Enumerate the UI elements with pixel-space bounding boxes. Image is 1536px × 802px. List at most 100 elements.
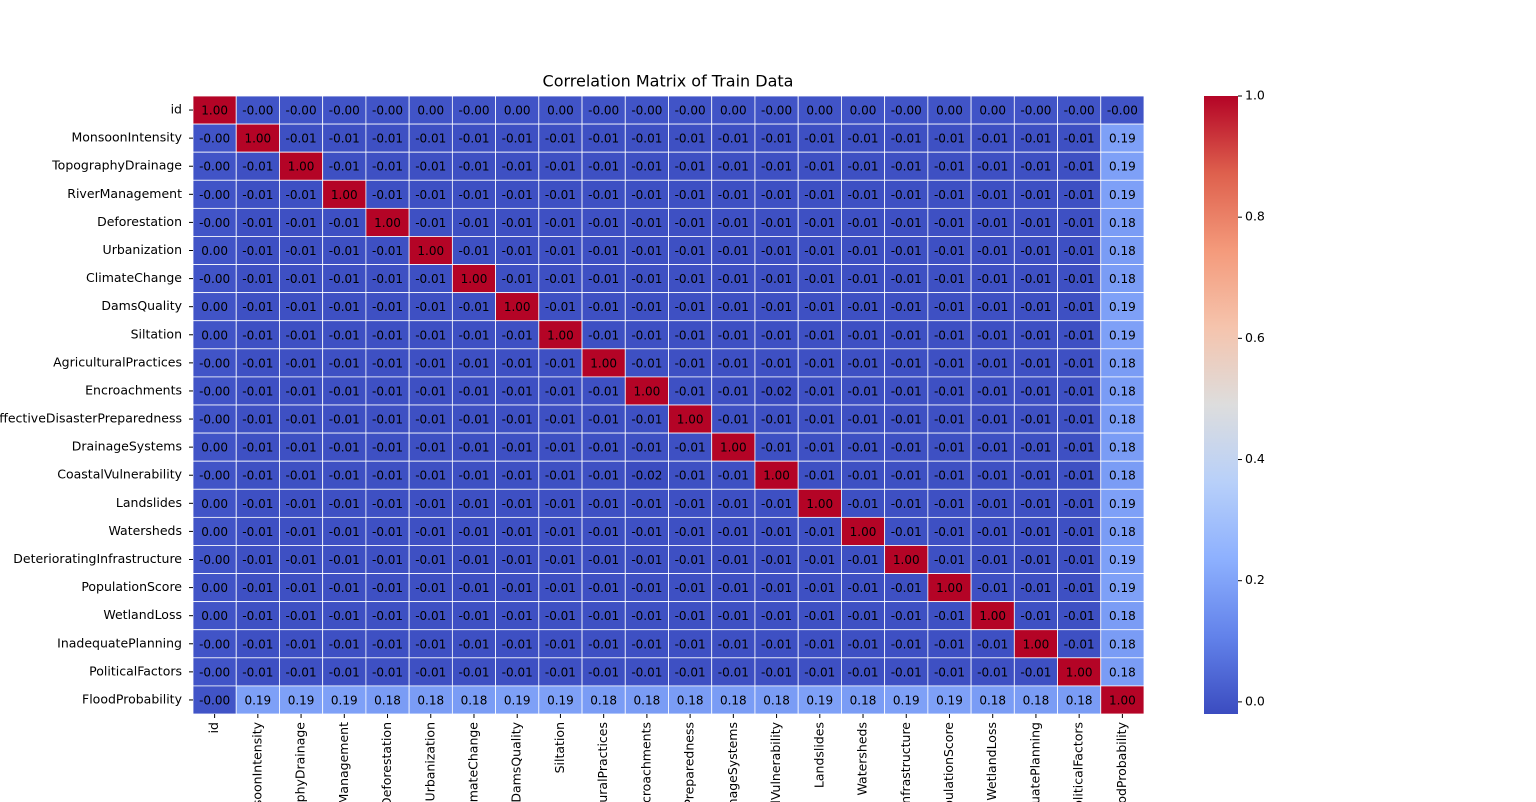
cell-label: -0.01 xyxy=(934,441,965,455)
heatmap-cell xyxy=(927,179,972,209)
colorbar-tick-label: 1.0 xyxy=(1245,88,1265,103)
cell-label: -0.01 xyxy=(329,272,360,286)
heatmap-cell xyxy=(365,432,410,462)
heatmap-cell xyxy=(192,95,237,125)
cell-label: -0.01 xyxy=(718,356,749,370)
cell-label: -0.01 xyxy=(415,272,446,286)
cell-label: -0.01 xyxy=(458,609,489,623)
heatmap-cell xyxy=(1057,685,1102,715)
cell-label: -0.01 xyxy=(372,665,403,679)
y-tick-label: CoastalVulnerability xyxy=(57,467,182,482)
heatmap-cell xyxy=(408,488,453,518)
cell-label: -0.01 xyxy=(588,132,619,146)
cell-label: 0.19 xyxy=(331,693,358,707)
cell-label: 1.00 xyxy=(374,216,401,230)
cell-label: -0.01 xyxy=(588,413,619,427)
cell-label: -0.01 xyxy=(934,637,965,651)
heatmap-cell xyxy=(841,376,886,406)
cell-label: -0.01 xyxy=(804,665,835,679)
heatmap-cell xyxy=(927,236,972,265)
cell-label: -0.01 xyxy=(1064,413,1095,427)
heatmap-cell xyxy=(365,320,410,350)
colorbar-tick-label: 0.0 xyxy=(1245,693,1265,708)
x-tick-label: WetlandLoss xyxy=(984,722,999,801)
cell-label: -0.00 xyxy=(1064,104,1095,118)
cell-label: -0.01 xyxy=(761,525,792,539)
heatmap-cell xyxy=(408,657,453,687)
cell-label: -0.01 xyxy=(329,384,360,398)
cell-label: -0.01 xyxy=(286,132,317,146)
cell-label: -0.01 xyxy=(458,413,489,427)
heatmap-cell xyxy=(235,179,280,209)
cell-label: 1.00 xyxy=(763,469,790,483)
cell-label: -0.01 xyxy=(891,581,922,595)
cell-label: -0.01 xyxy=(675,384,706,398)
cell-label: 0.18 xyxy=(417,693,444,707)
heatmap-cell xyxy=(1100,685,1145,715)
heatmap-cell xyxy=(1013,432,1058,462)
heatmap-cell xyxy=(1100,601,1145,631)
cell-label: -0.01 xyxy=(847,469,878,483)
cell-label: 0.00 xyxy=(979,104,1006,118)
cell-label: -0.01 xyxy=(415,300,446,314)
cell-label: -0.01 xyxy=(242,581,273,595)
cell-label: -0.01 xyxy=(804,384,835,398)
heatmap-cell xyxy=(581,657,626,687)
cell-label: 0.18 xyxy=(1109,525,1136,539)
cell-label: -0.01 xyxy=(718,637,749,651)
cell-label: 1.00 xyxy=(201,104,228,118)
cell-label: -0.01 xyxy=(1064,581,1095,595)
cell-label: -0.01 xyxy=(588,497,619,511)
heatmap-cell xyxy=(1100,207,1145,237)
cell-label: -0.01 xyxy=(934,188,965,202)
cell-label: -0.01 xyxy=(415,525,446,539)
cell-label: -0.00 xyxy=(199,665,230,679)
cell-label: 1.00 xyxy=(936,581,963,595)
heatmap-cell xyxy=(192,685,237,715)
cell-label: -0.01 xyxy=(977,244,1008,258)
heatmap-cell xyxy=(884,95,929,125)
heatmap-cell xyxy=(841,179,886,209)
heatmap-cell xyxy=(624,601,669,631)
cell-label: -0.01 xyxy=(1020,132,1051,146)
cell-label: -0.01 xyxy=(1020,553,1051,567)
heatmap-cell xyxy=(1100,179,1145,209)
cell-label: -0.01 xyxy=(286,497,317,511)
cell-label: -0.00 xyxy=(199,693,230,707)
cell-label: -0.00 xyxy=(1107,104,1138,118)
heatmap-cell xyxy=(408,685,453,715)
heatmap-cell xyxy=(365,123,410,153)
heatmap-cell xyxy=(668,320,713,350)
cell-label: -0.01 xyxy=(545,553,576,567)
cell-label: -0.01 xyxy=(329,216,360,230)
heatmap-cell xyxy=(797,404,842,434)
heatmap-cell xyxy=(970,404,1015,434)
cell-label: 0.19 xyxy=(288,693,315,707)
cell-label: -0.01 xyxy=(977,413,1008,427)
cell-label: -0.01 xyxy=(718,413,749,427)
heatmap-cell xyxy=(711,601,756,631)
cell-label: 1.00 xyxy=(720,441,747,455)
cell-label: -0.01 xyxy=(545,300,576,314)
heatmap-cell xyxy=(841,545,886,574)
cell-label: -0.01 xyxy=(891,272,922,286)
cell-label: -0.01 xyxy=(761,609,792,623)
cell-label: -0.01 xyxy=(675,581,706,595)
x-tick-label: Watersheds xyxy=(855,722,870,796)
cell-label: -0.01 xyxy=(891,609,922,623)
heatmap-cell xyxy=(624,264,669,294)
cell-label: -0.01 xyxy=(545,244,576,258)
heatmap-cell xyxy=(279,516,324,546)
cell-label: -0.01 xyxy=(804,300,835,314)
heatmap-cell xyxy=(711,320,756,350)
heatmap-cell xyxy=(970,95,1015,125)
heatmap-cell xyxy=(841,601,886,631)
cell-label: -0.01 xyxy=(286,413,317,427)
cell-label: 0.00 xyxy=(720,104,747,118)
cell-label: 0.18 xyxy=(1109,272,1136,286)
heatmap-cell xyxy=(581,629,626,659)
cell-label: -0.01 xyxy=(847,188,878,202)
cell-label: -0.01 xyxy=(804,441,835,455)
x-tick-label: Encroachments xyxy=(638,722,653,802)
cell-label: -0.01 xyxy=(588,525,619,539)
